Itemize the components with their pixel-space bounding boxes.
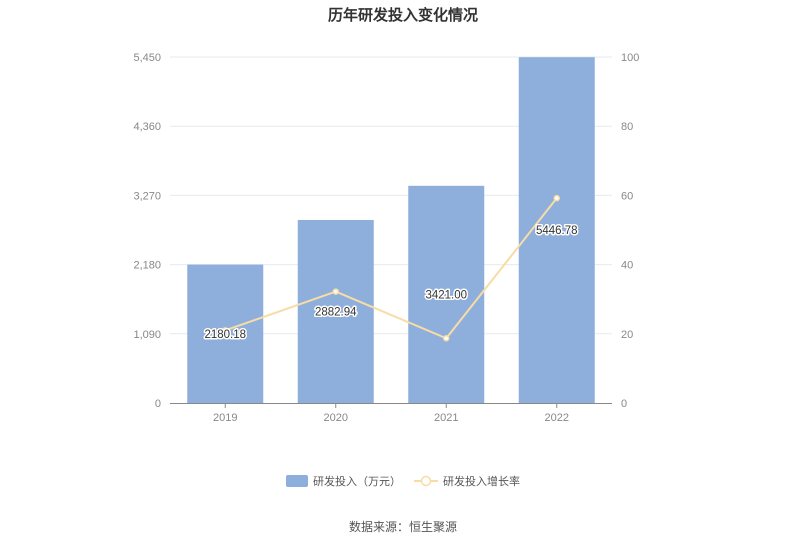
y-left-tick-label: 1,090 [133, 329, 161, 341]
y-axis-right: 0 20 40 60 80 100 [621, 52, 639, 410]
legend-line-marker [420, 475, 432, 487]
y-left-tick-label: 5,450 [133, 52, 161, 64]
legend-bar-swatch [286, 475, 308, 487]
line-point[interactable] [443, 335, 450, 342]
x-tick-label: 2021 [434, 412, 458, 424]
bar-value-label: 2180.18 [204, 329, 246, 341]
y-left-tick-label: 3,270 [133, 190, 161, 202]
y-right-tick-label: 0 [621, 398, 627, 410]
x-tick-label: 2019 [213, 412, 237, 424]
line-point[interactable] [332, 288, 339, 295]
bar-value-label: 2882.94 [315, 306, 357, 318]
legend[interactable]: 研发投入（万元） 研发投入增长率 [286, 474, 520, 488]
x-axis: 2019 2020 2021 2022 [170, 403, 612, 424]
bar[interactable] [297, 219, 374, 403]
chart-title: 历年研发投入变化情况 [328, 6, 478, 24]
data-labels: 2180.18 2882.94 3421.00 5446.78 [203, 224, 579, 343]
y-right-tick-label: 40 [621, 260, 633, 272]
x-tick-label: 2022 [545, 412, 569, 424]
bar-value-label: 3421.00 [425, 289, 467, 301]
bar[interactable] [187, 264, 264, 403]
legend-line-label: 研发投入增长率 [443, 474, 520, 488]
y-right-tick-label: 20 [621, 329, 633, 341]
data-source: 数据来源：恒生聚源 [349, 519, 457, 534]
y-left-tick-label: 0 [155, 398, 161, 410]
y-left-tick-label: 4,360 [133, 121, 161, 133]
y-left-tick-label: 2,180 [133, 260, 161, 272]
x-tick-label: 2020 [324, 412, 348, 424]
line-point[interactable] [222, 327, 229, 334]
growth-rate-line [224, 197, 558, 340]
legend-bar-label: 研发投入（万元） [313, 474, 401, 488]
bar[interactable] [408, 185, 485, 403]
line-series [222, 194, 560, 342]
y-right-tick-label: 60 [621, 190, 633, 202]
line-point[interactable] [553, 194, 560, 202]
y-axis-left: 0 1,090 2,180 3,270 4,360 5,450 [133, 52, 161, 410]
y-right-tick-label: 80 [621, 121, 633, 133]
bar-value-label: 5446.78 [536, 225, 578, 237]
y-right-tick-label: 100 [621, 52, 639, 64]
bar-series [187, 57, 595, 403]
